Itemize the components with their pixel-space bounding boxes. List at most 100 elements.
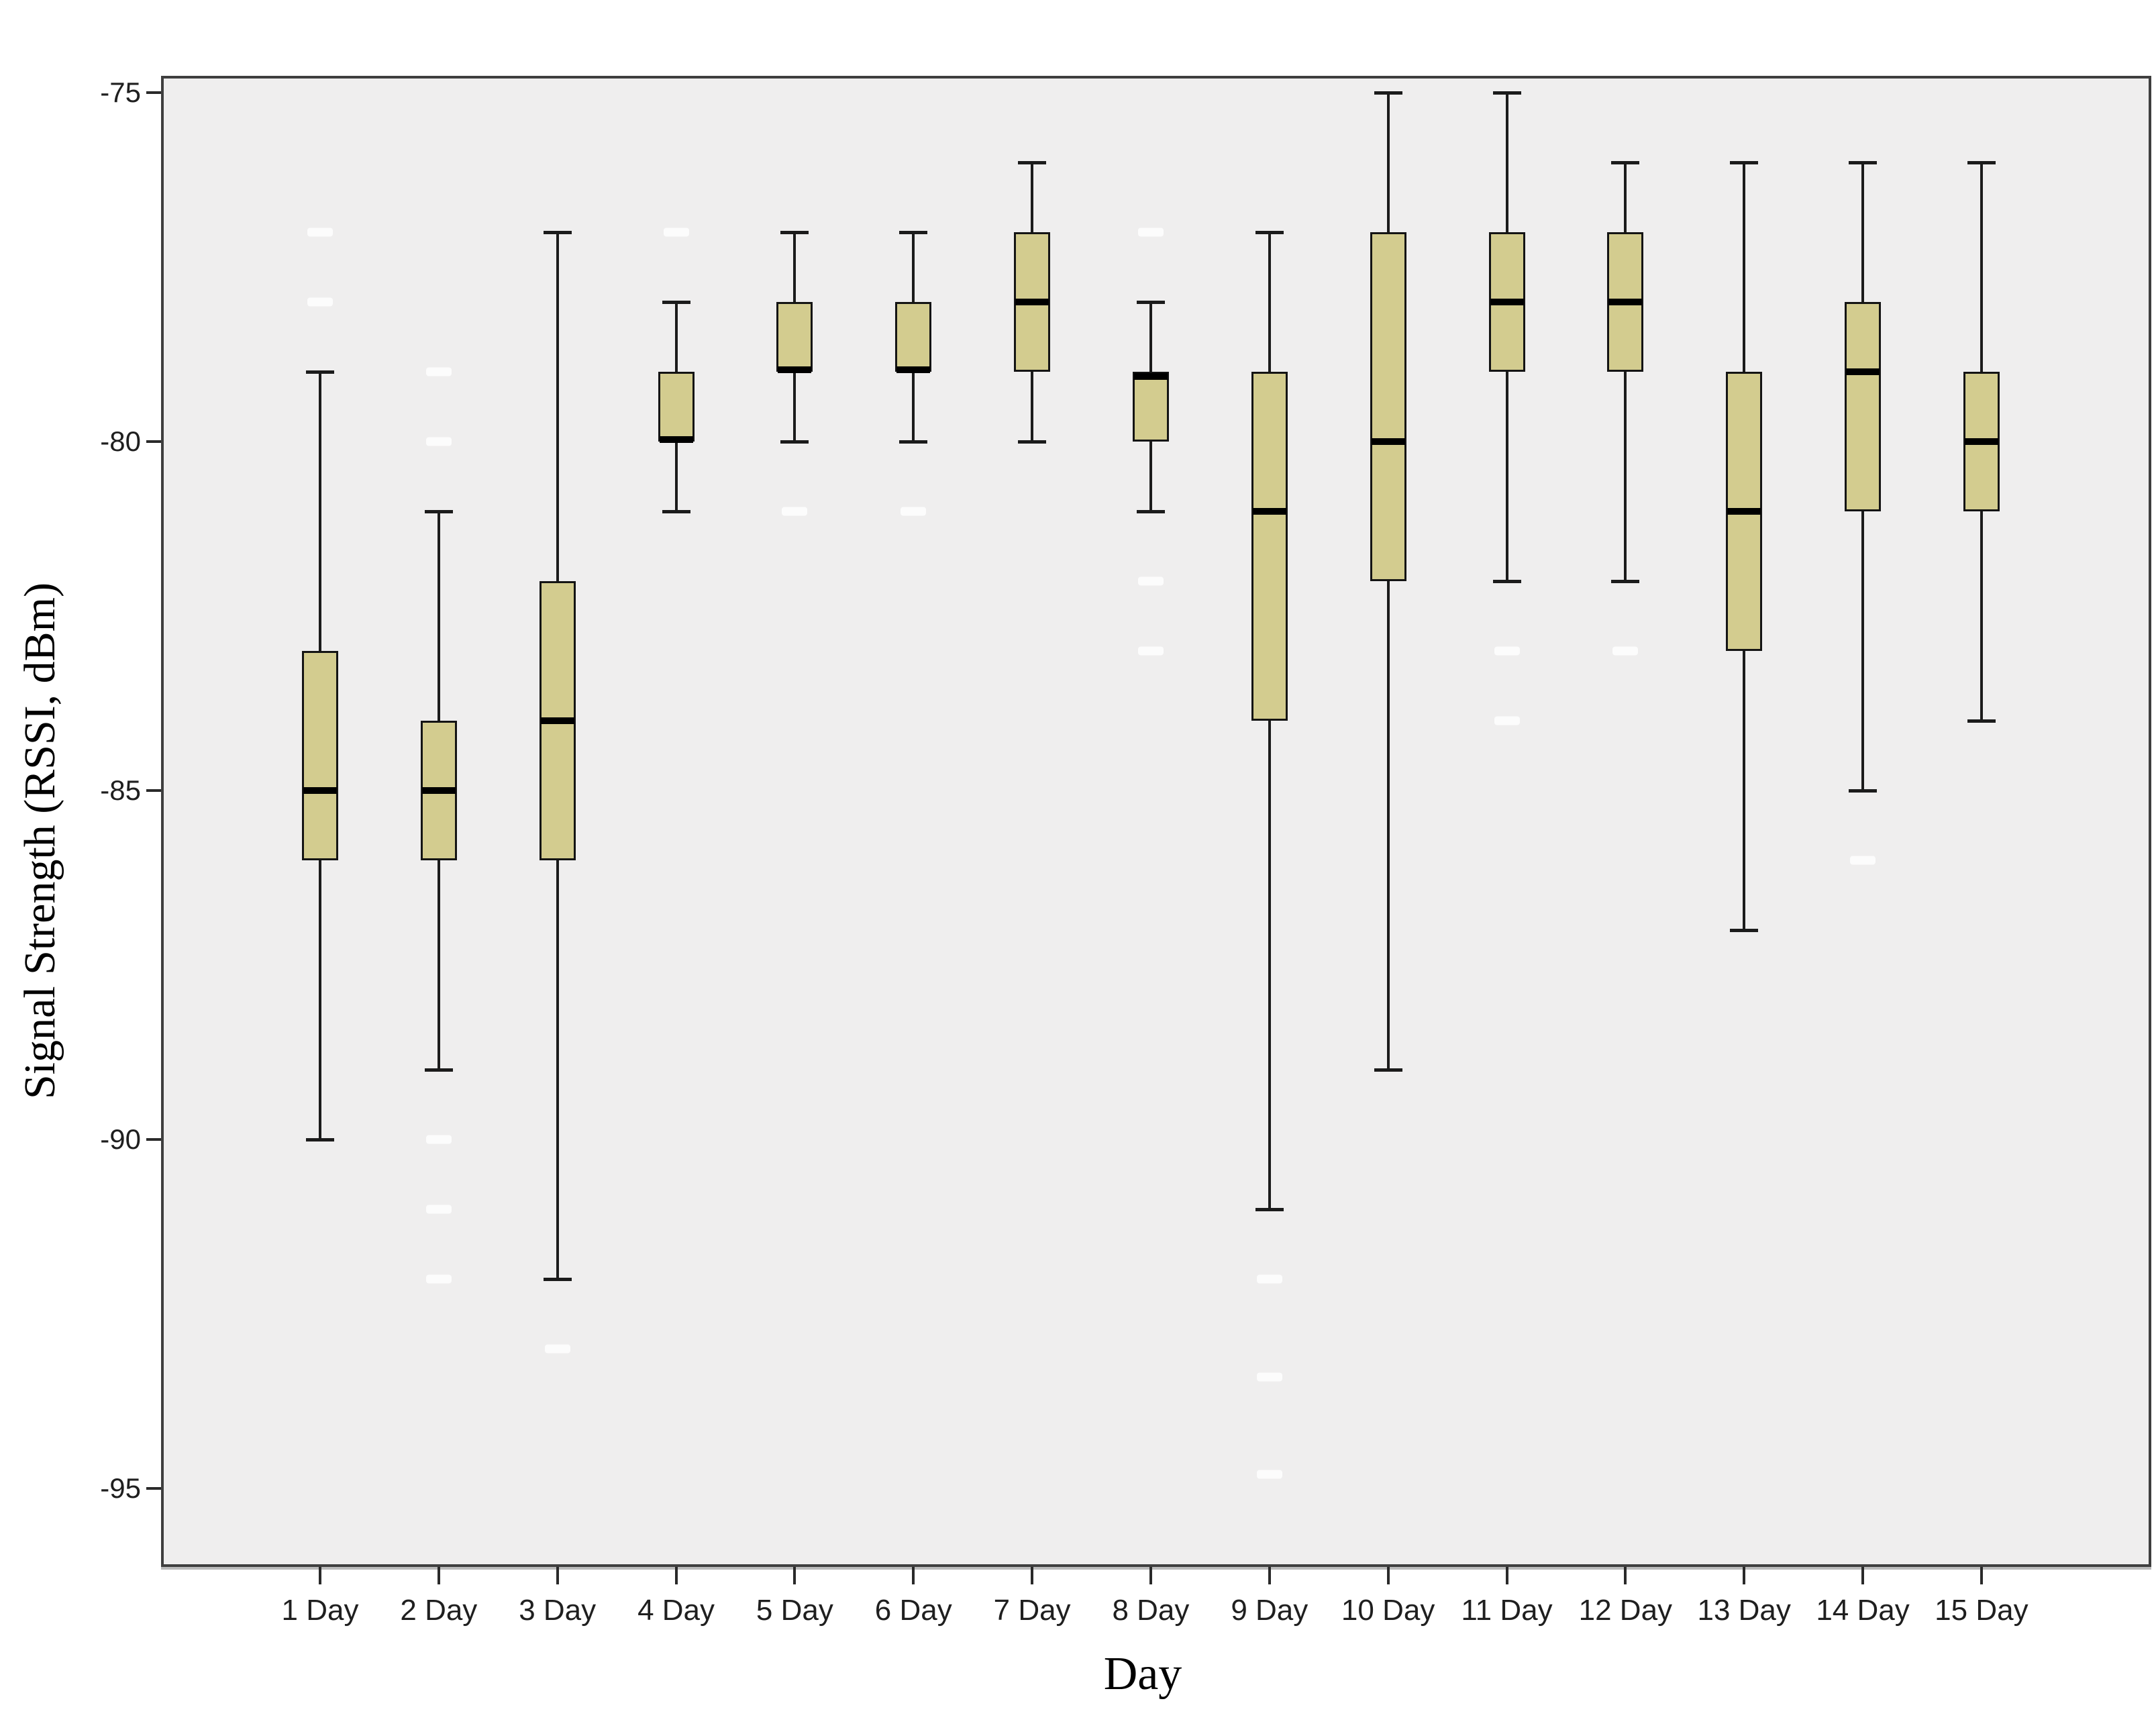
whisker-cap bbox=[1018, 440, 1047, 444]
y-axis-tick bbox=[146, 91, 161, 94]
box-iqr bbox=[1132, 372, 1169, 442]
whisker-cap bbox=[1018, 161, 1047, 164]
whisker-cap bbox=[780, 231, 809, 234]
y-axis-tick bbox=[146, 440, 161, 443]
whisker-cap bbox=[1255, 1208, 1284, 1211]
x-axis-tick bbox=[1861, 1567, 1865, 1584]
whisker-cap bbox=[662, 510, 690, 513]
white-outlier-mark bbox=[663, 227, 689, 237]
x-axis-tick bbox=[1624, 1567, 1627, 1584]
y-axis-tick-label: -85 bbox=[100, 774, 141, 806]
whisker-cap bbox=[1730, 929, 1759, 932]
white-outlier-mark bbox=[544, 1344, 570, 1354]
x-axis-tick bbox=[1980, 1567, 1983, 1584]
whisker-cap bbox=[1611, 161, 1640, 164]
x-axis-tick bbox=[1031, 1567, 1034, 1584]
y-axis-tick bbox=[146, 1138, 161, 1141]
median-line bbox=[778, 366, 812, 373]
whisker-cap bbox=[1255, 231, 1284, 234]
box-iqr bbox=[1370, 232, 1406, 581]
x-axis-tick-label: 9 Day bbox=[1231, 1594, 1308, 1627]
x-axis-tick-label: 12 Day bbox=[1578, 1594, 1673, 1627]
whisker-cap bbox=[1136, 510, 1165, 513]
y-axis-tick-label: -80 bbox=[100, 425, 141, 457]
median-line bbox=[1846, 368, 1880, 375]
whisker-cap bbox=[899, 231, 928, 234]
box-iqr bbox=[302, 651, 338, 860]
x-axis-tick bbox=[1743, 1567, 1746, 1584]
x-axis-tick bbox=[1149, 1567, 1152, 1584]
whisker-cap bbox=[543, 1278, 572, 1281]
x-axis-tick-label: 14 Day bbox=[1816, 1594, 1910, 1627]
whisker-stem bbox=[1268, 232, 1271, 1209]
box-iqr bbox=[658, 372, 695, 442]
x-axis-tick-label: 4 Day bbox=[637, 1594, 715, 1627]
white-outlier-mark bbox=[901, 507, 927, 516]
x-axis-tick-label: 15 Day bbox=[1935, 1594, 2029, 1627]
whisker-cap bbox=[1374, 1068, 1402, 1072]
whisker-cap bbox=[1849, 161, 1878, 164]
whisker-cap bbox=[1730, 161, 1759, 164]
whisker-cap bbox=[1374, 91, 1402, 95]
white-outlier-mark bbox=[1137, 646, 1164, 656]
white-outlier-mark bbox=[1256, 1470, 1282, 1479]
white-outlier-mark bbox=[782, 507, 808, 516]
x-axis-tick-label: 1 Day bbox=[281, 1594, 359, 1627]
x-axis-title: Day bbox=[1103, 1648, 1182, 1700]
plot-area bbox=[161, 76, 2151, 1567]
x-axis-tick bbox=[1268, 1567, 1271, 1584]
whisker-stem bbox=[1624, 162, 1627, 581]
y-axis-tick-label: -75 bbox=[100, 77, 141, 108]
x-axis-tick-label: 5 Day bbox=[756, 1594, 833, 1627]
whisker-cap bbox=[1967, 161, 1996, 164]
x-axis-tick-label: 8 Day bbox=[1112, 1594, 1190, 1627]
white-outlier-mark bbox=[307, 227, 333, 237]
whisker-stem bbox=[1386, 93, 1390, 1070]
x-axis-tick-label: 13 Day bbox=[1697, 1594, 1791, 1627]
whisker-cap bbox=[306, 370, 334, 374]
box-iqr bbox=[895, 302, 932, 372]
median-line bbox=[1964, 438, 1998, 445]
x-axis-tick bbox=[437, 1567, 440, 1584]
white-outlier-mark bbox=[425, 437, 452, 446]
y-axis-tick bbox=[146, 1487, 161, 1490]
x-axis-tick-label: 2 Day bbox=[400, 1594, 478, 1627]
white-outlier-mark bbox=[1137, 576, 1164, 586]
median-line bbox=[659, 436, 693, 443]
median-line bbox=[540, 717, 574, 724]
median-line bbox=[1252, 508, 1286, 515]
y-axis-tick-label: -95 bbox=[100, 1472, 141, 1504]
white-outlier-mark bbox=[307, 297, 333, 307]
white-outlier-mark bbox=[425, 367, 452, 376]
y-axis-tick-label: -90 bbox=[100, 1123, 141, 1155]
median-line bbox=[1371, 438, 1405, 445]
x-axis-tick-label: 7 Day bbox=[993, 1594, 1071, 1627]
whisker-cap bbox=[543, 231, 572, 234]
median-line bbox=[1015, 299, 1049, 305]
white-outlier-mark bbox=[1494, 646, 1520, 656]
box-iqr bbox=[1845, 302, 1882, 511]
whisker-cap bbox=[1611, 580, 1640, 583]
x-axis-tick bbox=[1505, 1567, 1508, 1584]
x-axis-tick bbox=[319, 1567, 321, 1584]
x-axis-tick-label: 11 Day bbox=[1461, 1594, 1553, 1627]
x-axis-tick bbox=[674, 1567, 678, 1584]
whisker-cap bbox=[780, 440, 809, 444]
white-outlier-mark bbox=[425, 1205, 452, 1214]
whisker-cap bbox=[306, 1138, 334, 1141]
white-outlier-mark bbox=[1850, 856, 1876, 865]
y-axis-tick bbox=[146, 789, 161, 792]
white-outlier-mark bbox=[425, 1274, 452, 1284]
white-outlier-mark bbox=[1137, 227, 1164, 237]
median-line bbox=[303, 787, 337, 794]
x-axis-tick bbox=[793, 1567, 797, 1584]
whisker-cap bbox=[1136, 301, 1165, 304]
median-line bbox=[896, 366, 931, 373]
white-outlier-mark bbox=[1612, 646, 1639, 656]
whisker-cap bbox=[424, 1068, 453, 1072]
box-iqr bbox=[1251, 372, 1288, 721]
x-axis-tick bbox=[912, 1567, 915, 1584]
x-axis-tick bbox=[556, 1567, 559, 1584]
x-axis-tick-label: 3 Day bbox=[519, 1594, 597, 1627]
